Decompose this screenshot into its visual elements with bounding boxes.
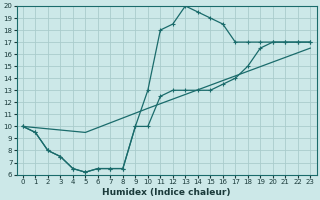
X-axis label: Humidex (Indice chaleur): Humidex (Indice chaleur) xyxy=(102,188,231,197)
